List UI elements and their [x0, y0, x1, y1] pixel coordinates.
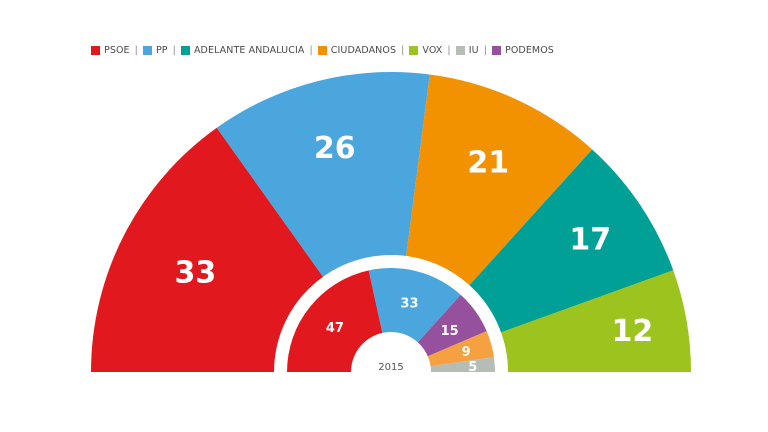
legend-separator: | — [134, 45, 138, 56]
legend-swatch — [180, 46, 190, 55]
sector-value: 5 — [468, 360, 477, 375]
legend-item-pp: PP — [142, 45, 168, 56]
legend-label: PSOE — [104, 45, 130, 56]
legend-item-vox: VOX — [409, 45, 442, 56]
legend-separator: | — [447, 45, 451, 56]
legend-label: PODEMOS — [505, 45, 554, 56]
sector-value: 26 — [314, 131, 356, 166]
sector-value: 33 — [175, 255, 217, 290]
legend-separator: | — [483, 45, 487, 56]
legend-item-podemos: PODEMOS — [492, 45, 554, 56]
legend-item-psoe: PSOE — [91, 45, 130, 56]
legend-separator: | — [401, 45, 405, 56]
sector-value: 9 — [462, 345, 471, 360]
legend-label: PP — [155, 45, 168, 56]
legend-item-iu: IU — [455, 45, 479, 56]
legend-swatch — [409, 46, 419, 55]
legend-label: CIUDADANOS — [330, 45, 397, 56]
sector-value: 12 — [611, 314, 653, 349]
sector-value: 15 — [441, 324, 459, 339]
chart-legend: PSOE | PP | ADELANTE ANDALUCIA | CIUDADANOS | VO… — [91, 45, 554, 56]
legend-swatch — [142, 46, 152, 55]
legend-item-adelante-andalucia: ADELANTE ANDALUCIA — [180, 45, 305, 56]
sector-value: 21 — [467, 145, 509, 180]
year-label: 2015 — [378, 362, 403, 373]
sector-value: 17 — [569, 222, 611, 257]
legend-swatch — [455, 46, 465, 55]
legend-swatch — [317, 46, 327, 55]
legend-separator: | — [309, 45, 313, 56]
legend-swatch — [91, 46, 100, 55]
legend-swatch — [492, 46, 501, 55]
sector-value: 47 — [326, 321, 344, 336]
legend-label: VOX — [422, 45, 443, 56]
legend-separator: | — [172, 45, 176, 56]
legend-label: ADELANTE ANDALUCIA — [193, 45, 305, 56]
sector-value: 33 — [400, 296, 418, 311]
legend-label: IU — [468, 45, 479, 56]
legend-item-ciudadanos: CIUDADANOS — [317, 45, 397, 56]
